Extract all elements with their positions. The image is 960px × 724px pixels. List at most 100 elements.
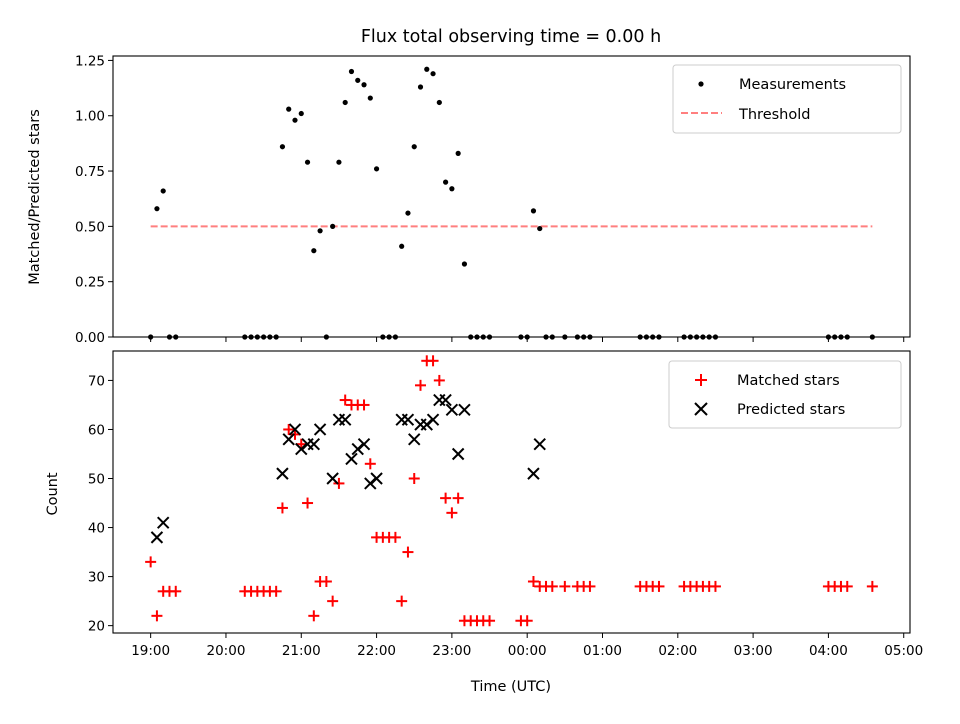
matched-star-point bbox=[841, 580, 853, 592]
predicted-legend-marker bbox=[694, 402, 708, 416]
measurement-point bbox=[449, 186, 455, 192]
matched-star-point bbox=[339, 394, 351, 406]
matched-star-point bbox=[546, 580, 558, 592]
measurement-point bbox=[455, 150, 461, 156]
bottom-y-ticks: 20 30 40 50 60 70 bbox=[88, 373, 113, 635]
x-tick-label: 04:00 bbox=[809, 643, 848, 659]
matched-star-point bbox=[866, 580, 878, 592]
bottom-legend-frame bbox=[668, 360, 902, 429]
bottom-plot-area bbox=[145, 355, 878, 627]
measurement-point bbox=[367, 95, 373, 101]
predicted-star-point bbox=[276, 467, 289, 480]
predicted-star-point bbox=[313, 423, 327, 436]
measurement-point bbox=[411, 144, 417, 150]
measurement-point bbox=[336, 159, 342, 165]
top-y-tick-label: 0.25 bbox=[75, 275, 105, 291]
matched-legend-label: Matched stars bbox=[737, 373, 840, 389]
matched-star-point bbox=[396, 595, 408, 607]
top-y-tick-label: 0.75 bbox=[75, 164, 105, 180]
predicted-star-point bbox=[370, 472, 383, 485]
measurement-point bbox=[461, 261, 468, 267]
bottom-y-tick-label: 60 bbox=[88, 422, 105, 438]
bottom-y-tick-label: 20 bbox=[88, 619, 105, 635]
chart-title: Flux total observing time = 0.00 h bbox=[361, 27, 661, 47]
x-tick-label: 01:00 bbox=[583, 643, 622, 659]
top-y-ticks: 0.00 0.25 0.50 0.75 1.00 1.25 bbox=[75, 53, 113, 346]
matched-star-point bbox=[389, 531, 401, 543]
top-y-axis-label: Matched/Predicted stars bbox=[27, 109, 43, 285]
matched-star-point bbox=[151, 610, 163, 622]
top-axes-frame bbox=[112, 55, 911, 338]
bottom-y-tick-label: 40 bbox=[88, 521, 105, 537]
measurements-legend-marker bbox=[698, 81, 704, 87]
measurement-point bbox=[405, 210, 411, 216]
measurement-point bbox=[304, 159, 311, 165]
measurement-point bbox=[436, 99, 442, 106]
x-tick-label: 19:00 bbox=[131, 643, 170, 659]
predicted-star-point bbox=[414, 418, 427, 431]
predicted-star-point bbox=[533, 437, 546, 451]
bottom-y-axis-label: Count bbox=[45, 472, 61, 515]
predicted-star-point bbox=[445, 403, 459, 417]
x-tick-label: 21:00 bbox=[282, 643, 321, 659]
predicted-star-point bbox=[408, 433, 421, 446]
predicted-star-point bbox=[451, 447, 465, 461]
matched-star-point bbox=[364, 458, 376, 470]
matched-star-point bbox=[527, 576, 539, 588]
matched-star-point bbox=[358, 399, 370, 411]
predicted-star-point bbox=[433, 393, 446, 407]
matched-star-point bbox=[584, 580, 596, 592]
predicted-star-point bbox=[527, 467, 540, 480]
matched-star-point bbox=[440, 492, 452, 504]
x-tick-label: 00:00 bbox=[508, 643, 547, 659]
bottom-y-tick-label: 30 bbox=[88, 570, 105, 586]
predicted-star-point bbox=[401, 413, 415, 426]
matched-star-point bbox=[452, 492, 464, 504]
measurement-point bbox=[537, 225, 543, 232]
predicted-star-point bbox=[345, 452, 358, 466]
measurement-point bbox=[292, 117, 298, 123]
bottom-axes-frame bbox=[112, 350, 911, 634]
matched-star-point bbox=[170, 585, 182, 597]
x-tick-label: 20:00 bbox=[207, 643, 246, 659]
top-panel: 0.00 0.25 0.50 0.75 1.00 1.25 Matched/Predict… bbox=[27, 53, 911, 346]
predicted-star-point bbox=[357, 437, 371, 451]
matched-star-point bbox=[446, 507, 458, 519]
matched-legend-marker bbox=[695, 374, 707, 386]
x-tick-label: 23:00 bbox=[432, 643, 471, 659]
matched-star-point bbox=[427, 355, 439, 367]
matched-star-point bbox=[402, 546, 414, 558]
top-y-tick-label: 0.00 bbox=[75, 330, 105, 346]
predicted-star-point bbox=[288, 423, 302, 436]
matched-star-point bbox=[559, 580, 571, 592]
bottom-panel: 20 30 40 50 60 70 19:00 20:00 21:00 22:00 23:00 00… bbox=[45, 350, 923, 695]
measurement-point bbox=[373, 166, 380, 172]
measurements-legend-label: Measurements bbox=[739, 77, 846, 93]
matched-star-point bbox=[320, 576, 332, 588]
top-legend-frame bbox=[672, 64, 902, 134]
predicted-star-point bbox=[150, 531, 164, 544]
predicted-star-point bbox=[326, 472, 339, 485]
matched-star-point bbox=[415, 379, 427, 391]
matched-star-point bbox=[333, 477, 345, 489]
matched-star-point bbox=[145, 556, 157, 568]
top-x-ticks bbox=[150, 337, 905, 342]
matched-star-point bbox=[327, 595, 339, 607]
matched-star-point bbox=[521, 615, 533, 627]
measurement-point bbox=[342, 99, 348, 106]
x-tick-label: 22:00 bbox=[357, 643, 396, 659]
measurement-point bbox=[399, 243, 405, 249]
measurement-point bbox=[443, 179, 449, 185]
matched-star-point bbox=[308, 610, 320, 622]
measurement-point bbox=[279, 144, 286, 150]
threshold-legend-label: Threshold bbox=[738, 107, 810, 123]
matched-star-point bbox=[433, 374, 445, 386]
predicted-star-point bbox=[458, 403, 471, 417]
measurement-point bbox=[355, 77, 361, 83]
top-y-tick-label: 1.00 bbox=[75, 109, 105, 125]
matched-star-point bbox=[653, 580, 665, 592]
measurement-point bbox=[430, 71, 436, 77]
measurement-point bbox=[298, 110, 304, 117]
matched-star-point bbox=[276, 502, 288, 514]
measurement-point bbox=[286, 106, 292, 112]
